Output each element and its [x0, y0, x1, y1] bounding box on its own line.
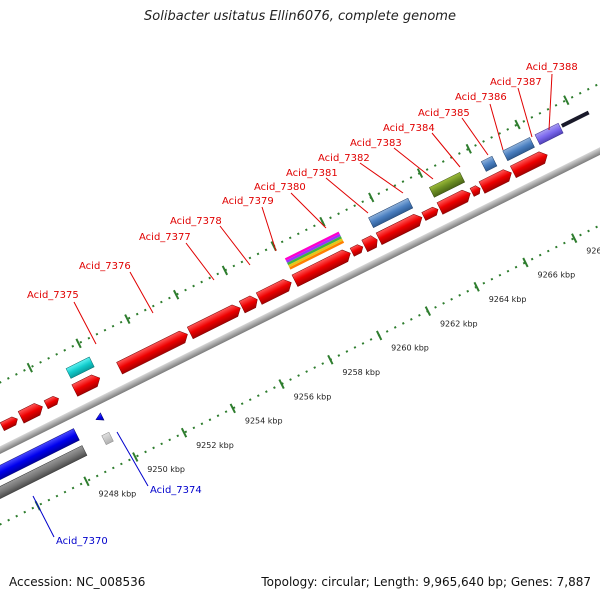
- gene-leader-line: [261, 206, 277, 252]
- gene-label[interactable]: Acid_7378: [170, 216, 222, 227]
- topology-label: Topology: circular; Length: 9,965,640 bp…: [261, 575, 591, 589]
- forward-gene[interactable]: [349, 243, 365, 257]
- gene-labels: Acid_7370 Acid_7374 Acid_7375 Acid_7376 Acid…: [27, 62, 578, 547]
- feature-cyan[interactable]: [65, 356, 95, 379]
- scale-tick-label: 9260 kbp: [391, 344, 429, 353]
- gene-label[interactable]: Acid_7374: [150, 485, 202, 496]
- forward-gene[interactable]: [361, 234, 380, 253]
- gene-label[interactable]: Acid_7388: [526, 62, 578, 73]
- gene-label[interactable]: Acid_7380: [254, 182, 306, 193]
- forward-strand-genes: [0, 149, 550, 432]
- feature-steelblue[interactable]: [368, 197, 414, 228]
- feature-purple[interactable]: [534, 122, 564, 145]
- gene-label[interactable]: Acid_7387: [490, 77, 542, 88]
- forward-gene[interactable]: [0, 415, 19, 432]
- gene-label[interactable]: Acid_7376: [79, 261, 131, 272]
- forward-gene[interactable]: [17, 401, 45, 424]
- gene-leader-line: [185, 242, 215, 281]
- scale-tick-label: 9268 kbp: [586, 246, 600, 255]
- feature-steelblue[interactable]: [502, 137, 535, 162]
- sequence-backbone: [0, 96, 600, 505]
- gene-leader-line: [290, 192, 327, 229]
- gene-label[interactable]: Acid_7386: [455, 92, 507, 103]
- map-title: Solibacter usitatus Ellin6076, complete …: [144, 9, 456, 24]
- gene-leader-line: [325, 177, 369, 214]
- forward-gene[interactable]: [375, 212, 425, 245]
- forward-gene[interactable]: [71, 372, 103, 397]
- gene-leader-line: [359, 162, 404, 194]
- reverse-gene-lightgray[interactable]: [101, 431, 114, 446]
- forward-gene[interactable]: [421, 205, 440, 221]
- forward-gene[interactable]: [469, 184, 482, 197]
- gene-label[interactable]: Acid_7381: [286, 168, 338, 179]
- gene-leader-line: [461, 117, 489, 156]
- gene-label[interactable]: Acid_7379: [222, 196, 274, 207]
- scale-tick-label: 9254 kbp: [245, 417, 283, 426]
- forward-gene[interactable]: [238, 294, 260, 314]
- scale-tick-label: 9252 kbp: [196, 441, 234, 450]
- scale-tick-label: 9250 kbp: [147, 465, 185, 474]
- feature-dark[interactable]: [560, 110, 590, 128]
- accession-label: Accession: NC_008536: [9, 575, 146, 589]
- gene-leader-line: [129, 271, 154, 314]
- gene-leader-line: [431, 132, 461, 168]
- gene-label[interactable]: Acid_7383: [350, 138, 402, 149]
- gene-leader-lines: [32, 73, 553, 538]
- scale-tick-label: 9262 kbp: [440, 319, 478, 328]
- gene-leader-line: [32, 495, 55, 538]
- outer-tick-track: [0, 44, 600, 448]
- scale-tick-label: 9258 kbp: [342, 368, 380, 377]
- reverse-gene-small-blue[interactable]: [94, 412, 105, 423]
- gene-label[interactable]: Acid_7370: [56, 536, 108, 547]
- feature-olive[interactable]: [429, 171, 466, 198]
- forward-strand-features: [65, 110, 590, 379]
- feature-steelblue[interactable]: [480, 155, 498, 172]
- reverse-gene-gray[interactable]: [0, 445, 88, 541]
- gene-leader-line: [73, 301, 97, 345]
- gene-leader-line: [489, 103, 504, 151]
- forward-gene[interactable]: [478, 167, 514, 194]
- scale-labels: 9248 kbp 9250 kbp 9252 kbp 9254 kbp 9256 kbp…: [99, 246, 600, 499]
- gene-label[interactable]: Acid_7375: [27, 290, 79, 301]
- forward-gene[interactable]: [510, 149, 550, 179]
- forward-gene[interactable]: [436, 187, 473, 215]
- scale-tick-label: 9256 kbp: [294, 392, 332, 401]
- reverse-strand-genes: [0, 412, 114, 541]
- scale-tick-label: 9248 kbp: [99, 490, 137, 499]
- forward-gene[interactable]: [291, 247, 353, 287]
- gene-leader-line: [517, 87, 533, 138]
- feature-multicolor[interactable]: [284, 231, 345, 270]
- gene-label[interactable]: Acid_7385: [418, 108, 470, 119]
- reverse-gene-blue[interactable]: [0, 428, 80, 526]
- gene-leader-line: [393, 147, 434, 180]
- gene-leader-line: [548, 73, 553, 131]
- gene-label[interactable]: Acid_7384: [383, 123, 435, 134]
- gene-leader-line: [219, 225, 251, 266]
- gene-label[interactable]: Acid_7377: [139, 232, 191, 243]
- inner-tick-track: [0, 158, 600, 562]
- forward-gene[interactable]: [116, 328, 191, 375]
- gene-label[interactable]: Acid_7382: [318, 153, 370, 164]
- forward-gene[interactable]: [186, 302, 243, 340]
- gene-leader-line: [116, 431, 149, 487]
- scale-tick-label: 9266 kbp: [537, 271, 575, 280]
- forward-gene[interactable]: [255, 277, 294, 305]
- scale-tick-label: 9264 kbp: [489, 295, 527, 304]
- forward-gene[interactable]: [43, 395, 61, 410]
